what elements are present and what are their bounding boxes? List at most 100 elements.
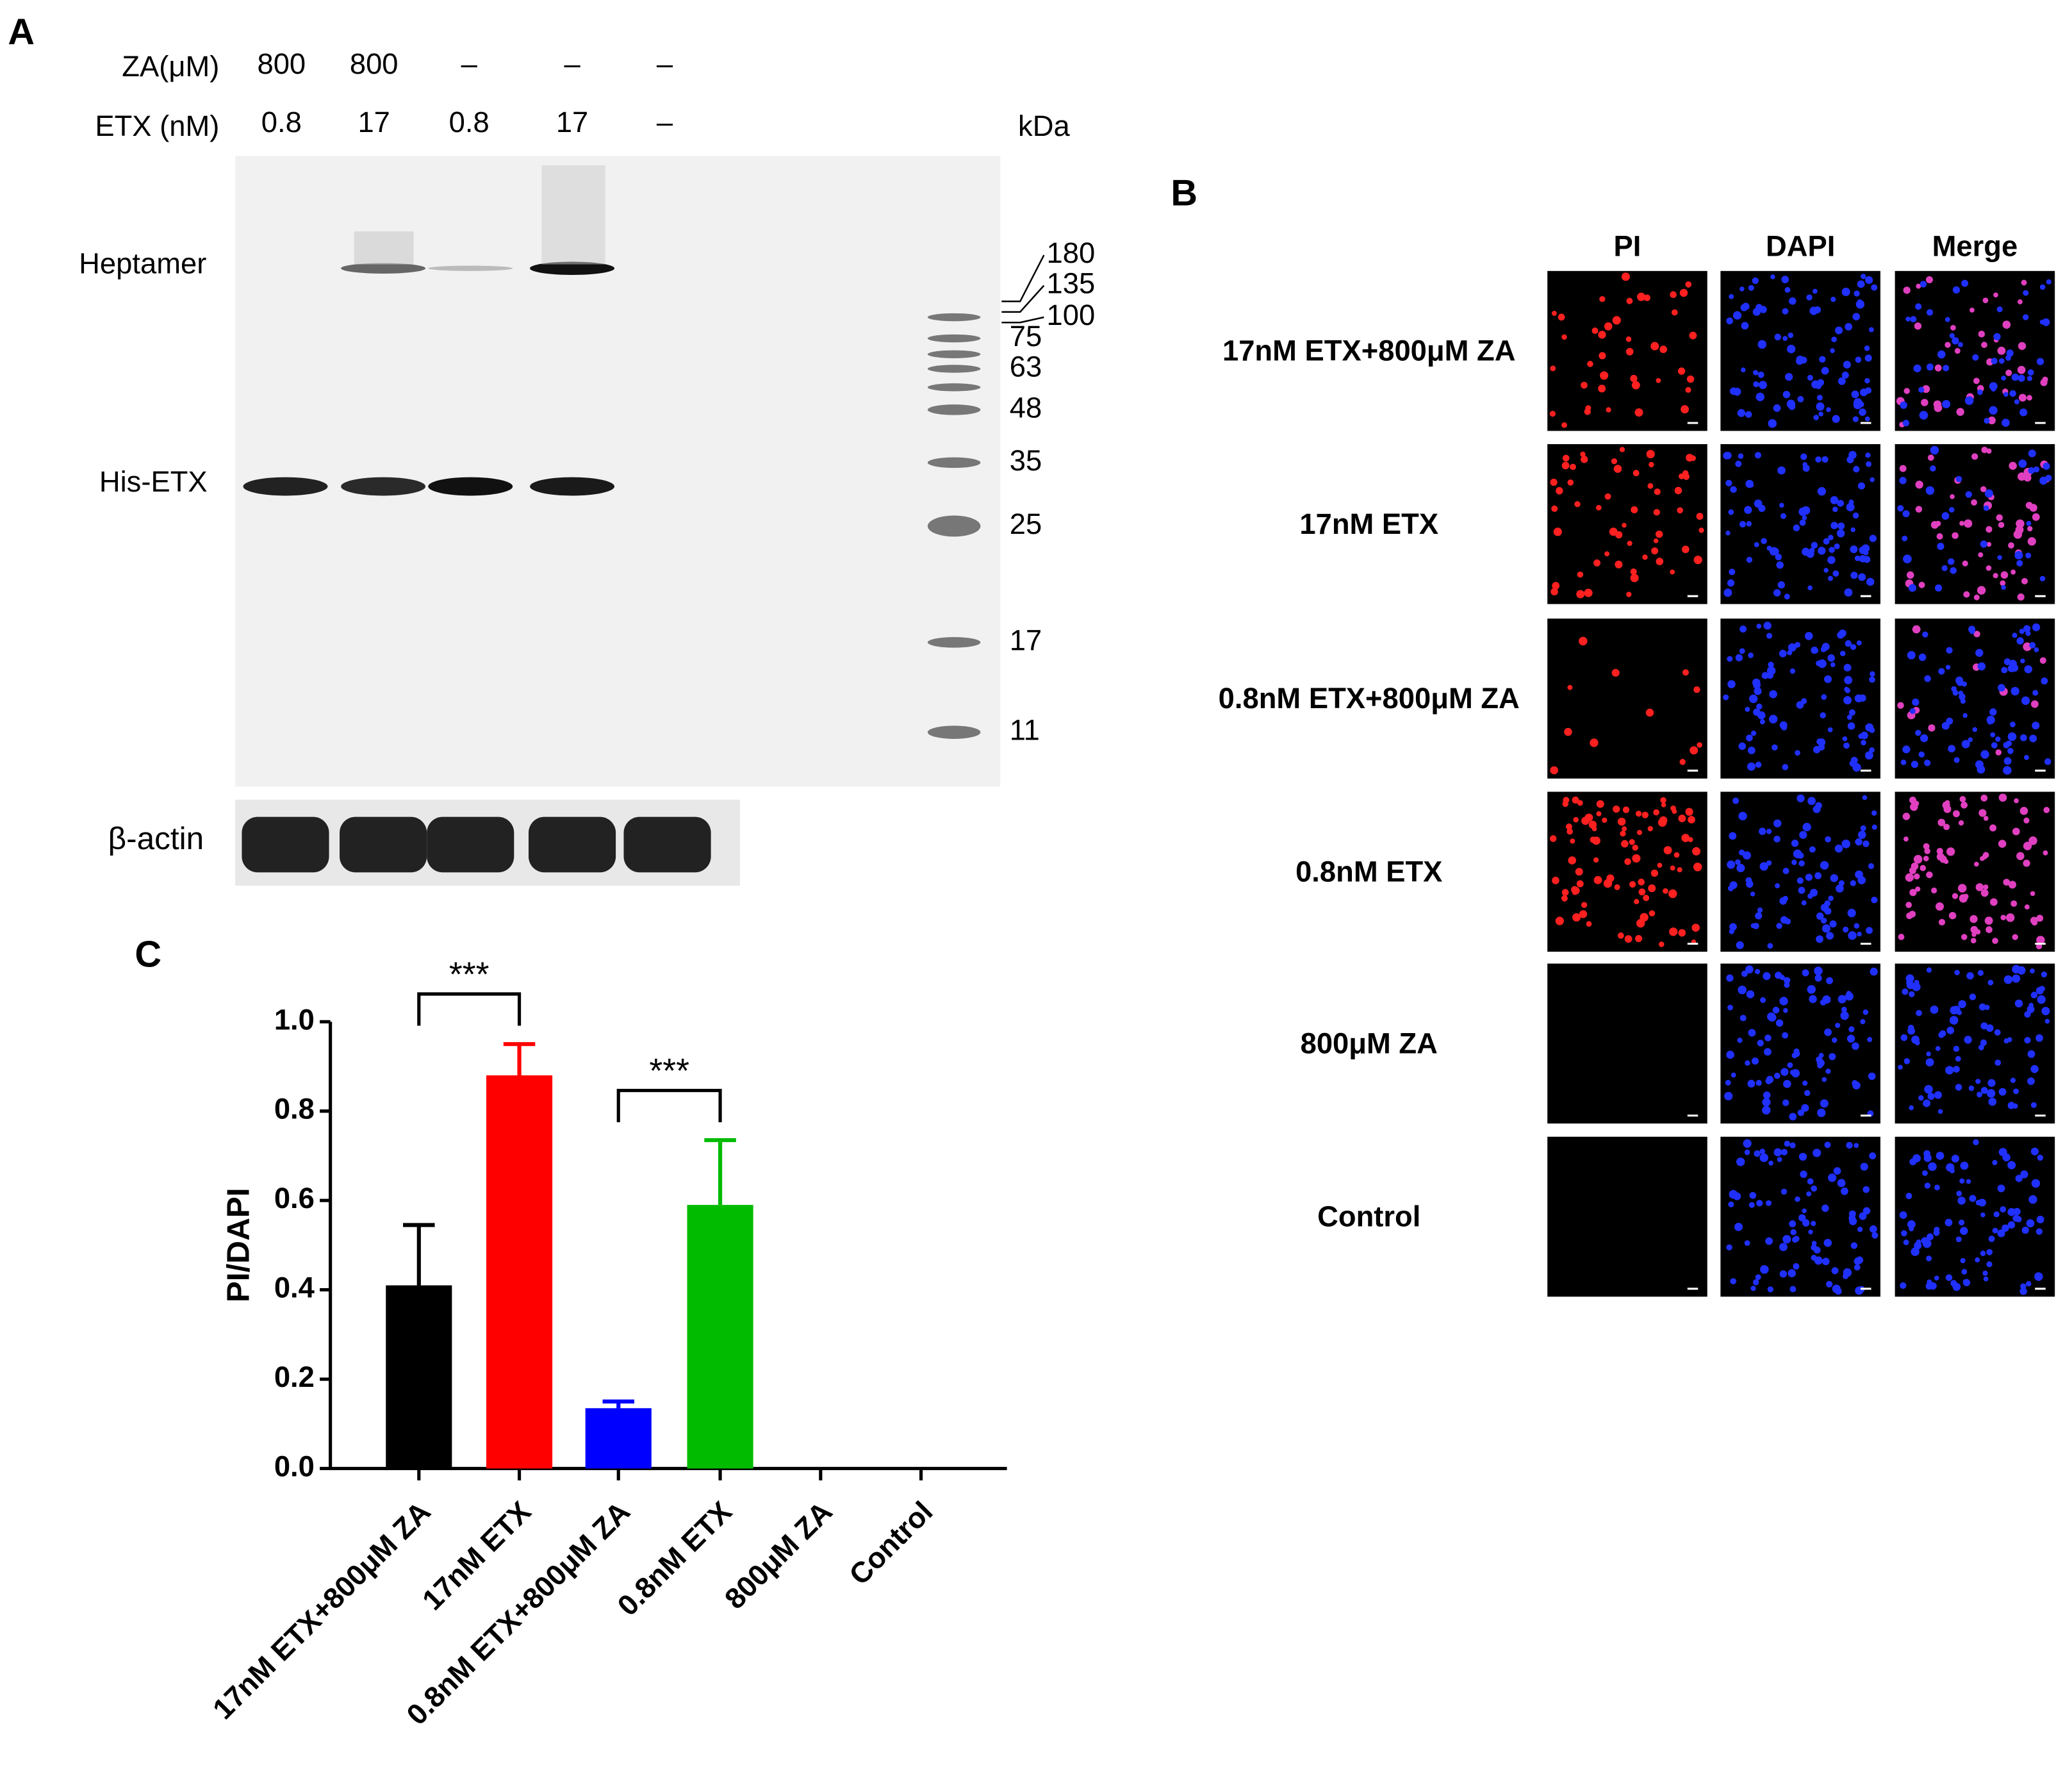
cell [2002,1153,2010,1162]
cell [1843,696,1852,705]
cell [1977,970,1984,976]
cell [1798,1214,1806,1222]
cell [1987,720,1993,725]
actin-band [242,816,329,873]
cell [1831,1267,1839,1275]
cell [1957,884,1967,893]
cell [1750,1286,1756,1291]
cell [1918,1095,1924,1101]
cell [1617,932,1624,939]
cell [1811,1220,1816,1227]
cell [2016,559,2023,567]
cell [1769,547,1779,556]
cell [1952,532,1959,540]
cell [1727,656,1733,662]
cell [1798,886,1805,894]
cell [1749,1191,1757,1199]
cell [1971,453,1978,460]
cell [1984,1004,1990,1011]
cell [1980,889,1989,897]
cell [1914,1241,1922,1250]
cell [1898,934,1905,940]
cell [2030,991,2038,998]
cell [1965,491,1972,498]
cell [1854,923,1860,929]
cell [1848,1026,1855,1032]
cell [2014,551,2023,559]
cell [1561,422,1567,428]
cell [1862,1186,1870,1193]
cell [1756,703,1763,710]
cell [1682,473,1690,480]
cell [1750,731,1757,736]
cell [1656,558,1664,565]
cell [1648,884,1656,893]
cell [1856,640,1862,646]
x-tick-label: 800μM ZA [718,1495,839,1616]
cell [1909,889,1917,897]
cell [1693,555,1702,565]
cell [1869,1225,1877,1233]
cell [1570,463,1576,470]
cell [2019,807,2028,815]
cell [1804,632,1813,640]
za-label: – [461,47,478,80]
cell [1723,588,1732,597]
cell [1657,818,1667,827]
cell [1636,918,1645,928]
cell [1549,411,1556,417]
cell [1814,966,1823,975]
micrograph [1720,963,1880,1124]
cell [1766,1075,1774,1084]
cell [2021,1227,2029,1234]
cell [1748,1029,1756,1037]
cell [1802,1081,1808,1086]
cell [1784,593,1790,600]
cell [1759,827,1766,835]
cell [1950,325,1956,331]
cell [1748,285,1754,291]
cell [2007,748,2014,754]
y-tick-label: 0.2 [274,1361,315,1393]
cell [1729,568,1736,575]
cell [1768,1013,1777,1022]
cell [1993,1211,2000,1218]
cell [2001,376,2007,381]
cell [1814,306,1821,313]
cell [1797,794,1805,802]
cell [1649,910,1656,916]
cell [1744,506,1752,514]
cell [1838,522,1845,530]
cell [1928,1162,1937,1172]
cell [1797,1109,1805,1116]
cell [1622,806,1630,813]
cell [2034,647,2039,652]
cell [2005,913,2015,922]
cell [1661,802,1666,807]
cell [1799,519,1806,526]
cell [1968,1085,1975,1091]
panel-label: A [8,12,35,53]
cell [1975,760,1984,769]
cell [1982,297,1989,304]
cell [1696,513,1704,520]
cell [1984,916,1993,925]
bar [585,1408,652,1469]
cell [1860,1163,1868,1171]
cell [1811,1185,1818,1192]
cell [1980,1212,1986,1218]
cell [1777,581,1785,589]
cell [1866,577,1875,586]
cell [1739,520,1747,528]
cell [1686,375,1695,383]
cell [1747,762,1755,771]
cell [1765,1200,1772,1206]
cell [1855,838,1862,846]
cell [1937,818,1946,827]
cell [1772,744,1778,751]
cell [1866,927,1873,934]
y-axis-label: PI/DAPI [220,1188,256,1302]
cell [1566,828,1573,835]
ladder-band [927,515,981,537]
cell [1946,647,1953,654]
